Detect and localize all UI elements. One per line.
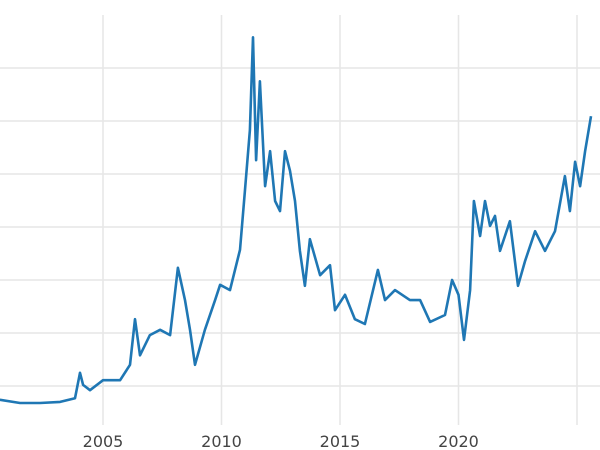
- x-tick-label: 2005: [83, 432, 124, 450]
- grid: [0, 15, 600, 425]
- series-line: [0, 36, 593, 405]
- x-axis: 2005 2010 2015 2020: [83, 432, 479, 450]
- x-tick-label: 2020: [438, 432, 479, 450]
- x-tick-label: 2010: [201, 432, 242, 450]
- x-tick-label: 2015: [320, 432, 361, 450]
